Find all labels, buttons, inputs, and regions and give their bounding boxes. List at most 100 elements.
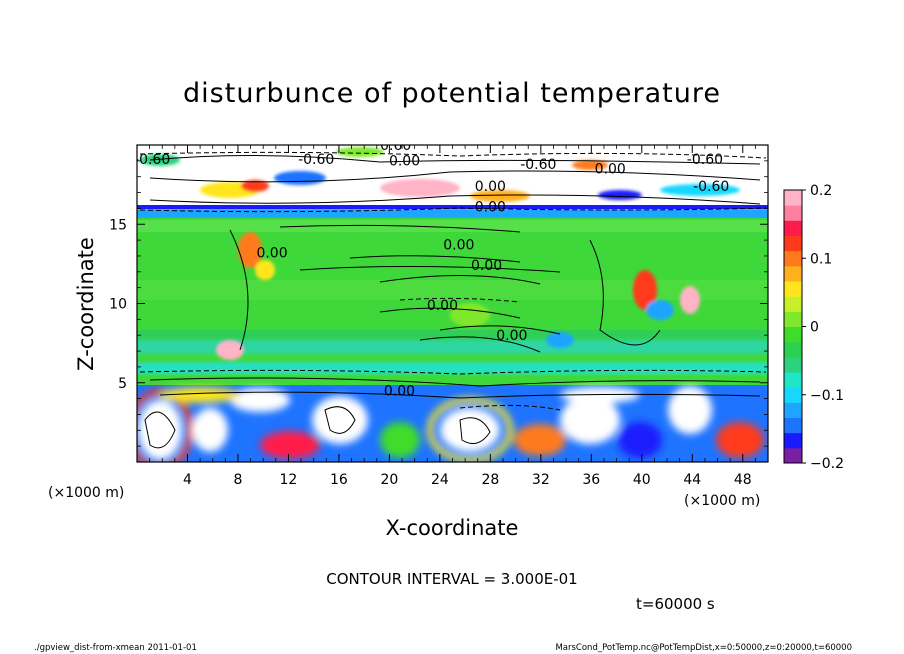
footer-right: MarsCond_PotTemp.nc@PotTempDist,x=0:5000…: [555, 643, 852, 653]
contour-line: [399, 297, 521, 303]
contour-line: [349, 255, 521, 263]
colorbar-tick-label: 0.1: [810, 251, 832, 267]
contour-label: 0.00: [389, 154, 420, 170]
heatmap-field: 0.00 0.00 0.00 0.00 0.00 0.00 0.00 0.00 0.00 -0.6…: [134, 138, 768, 462]
y-axis: 5 10 15: [109, 160, 768, 447]
contour-label: 0.00: [384, 383, 415, 399]
contour-label: 0.00: [595, 162, 626, 178]
colorbar-swatch: [784, 205, 802, 221]
x-tick-label: 4: [183, 472, 192, 488]
contour-label: -0.60: [693, 179, 729, 195]
y-axis-label: Z-coordinate: [74, 237, 98, 371]
contour-line: [149, 170, 761, 183]
contour-line: [459, 417, 491, 445]
colorbar-swatch: [784, 296, 802, 312]
colorbar: [784, 190, 802, 464]
contour-line: [324, 406, 356, 434]
contour-label: 0.60: [380, 138, 411, 154]
x-tick-label: 8: [233, 472, 242, 488]
colorbar-swatch: [784, 402, 802, 418]
x-tick-label: 44: [683, 472, 701, 488]
contour-lines: [144, 154, 761, 449]
colorbar-swatch: [784, 417, 802, 434]
field-band: [137, 362, 768, 374]
colorbar-swatch: [784, 265, 802, 282]
colorbar-tick-label: 0: [810, 320, 819, 336]
contour-label: 0.00: [471, 258, 502, 274]
contour-line: [139, 369, 767, 375]
colorbar-swatch: [784, 190, 802, 206]
y-tick-label: 10: [109, 297, 127, 313]
contour-line: [144, 411, 176, 449]
chart-title: disturbunce of potential temperature: [183, 78, 721, 109]
x-tick-label: 48: [734, 472, 752, 488]
colorbar-swatch: [784, 326, 802, 343]
contour-line: [379, 274, 541, 285]
contour-label: -0.60: [134, 152, 170, 168]
contour-line: [149, 194, 761, 205]
x-tick-label: 20: [380, 472, 398, 488]
contour-line: [299, 265, 561, 273]
contour-label: 0.00: [427, 298, 458, 314]
field-band: [137, 340, 768, 354]
colorbar-swatch: [784, 311, 802, 327]
colorbar-swatch: [784, 341, 802, 358]
contour-label: 0.00: [256, 246, 287, 262]
colorbar-swatch: [784, 235, 802, 252]
colorbar-swatch: [784, 387, 802, 403]
lower-noise: [137, 386, 764, 462]
contour-label: -0.60: [687, 152, 723, 168]
colorbar-tick-label: −0.1: [810, 388, 844, 404]
contour-line: [419, 336, 541, 353]
contour-line: [229, 229, 249, 351]
contour-label: 0.00: [475, 179, 506, 195]
colorbar-swatch: [784, 432, 802, 449]
contour-label: 0.00: [443, 238, 474, 254]
x-tick-label: 12: [280, 472, 298, 488]
patch-noise: [216, 232, 700, 360]
colorbar-tick-label: −0.2: [810, 456, 844, 472]
y-axis-units: (×1000 m): [48, 485, 124, 501]
contour-label: -0.60: [520, 157, 556, 173]
footer-left: ./gpview_dist-from-xmean 2011-01-01: [34, 643, 197, 653]
field-band: [137, 205, 768, 209]
contour-line: [149, 377, 761, 387]
y-tick-label: 15: [109, 217, 127, 233]
x-tick-label: 36: [582, 472, 600, 488]
contour-line: [139, 151, 767, 159]
x-tick-label: 40: [633, 472, 651, 488]
field-band: [137, 280, 768, 300]
contour-line: [459, 404, 561, 411]
colorbar-swatch: [784, 356, 802, 373]
contour-interval-note: CONTOUR INTERVAL = 3.000E-01: [326, 570, 577, 588]
contour-line: [159, 391, 761, 399]
field-band: [137, 210, 768, 218]
contour-line: [279, 224, 521, 233]
x-tick-label: 24: [431, 472, 449, 488]
contour-labels: 0.00 0.00 0.00 0.00 0.00 0.00 0.00 0.00 0.00 -0.6…: [134, 138, 729, 399]
x-tick-label: 28: [481, 472, 499, 488]
contour-label: 0.00: [496, 328, 527, 344]
colorbar-tick-label: 0.2: [810, 183, 832, 199]
colorbar-ticks: 0.2 0.1 0 −0.1 −0.2: [802, 183, 844, 472]
x-axis: 4 8 12 16 20 24 28 32 36 40 44 48: [149, 145, 756, 488]
upper-noise: [140, 147, 740, 202]
colorbar-swatch: [784, 372, 802, 388]
colorbar-swatch: [784, 447, 802, 464]
x-tick-label: 16: [330, 472, 348, 488]
time-note: t=60000 s: [636, 595, 715, 613]
contour-line: [439, 325, 561, 335]
contour-dashed: [139, 151, 767, 411]
contour-line: [379, 307, 521, 319]
colorbar-swatch: [784, 220, 802, 236]
contour-line: [139, 207, 767, 213]
contour-label: 0.00: [475, 200, 506, 216]
colorbar-swatch: [784, 281, 802, 297]
contour-line: [589, 239, 661, 346]
x-axis-label: X-coordinate: [386, 516, 519, 540]
contour-label: -0.60: [298, 152, 334, 168]
x-axis-units: (×1000 m): [684, 493, 760, 509]
contour-line: [149, 154, 761, 165]
y-tick-label: 5: [118, 376, 127, 392]
